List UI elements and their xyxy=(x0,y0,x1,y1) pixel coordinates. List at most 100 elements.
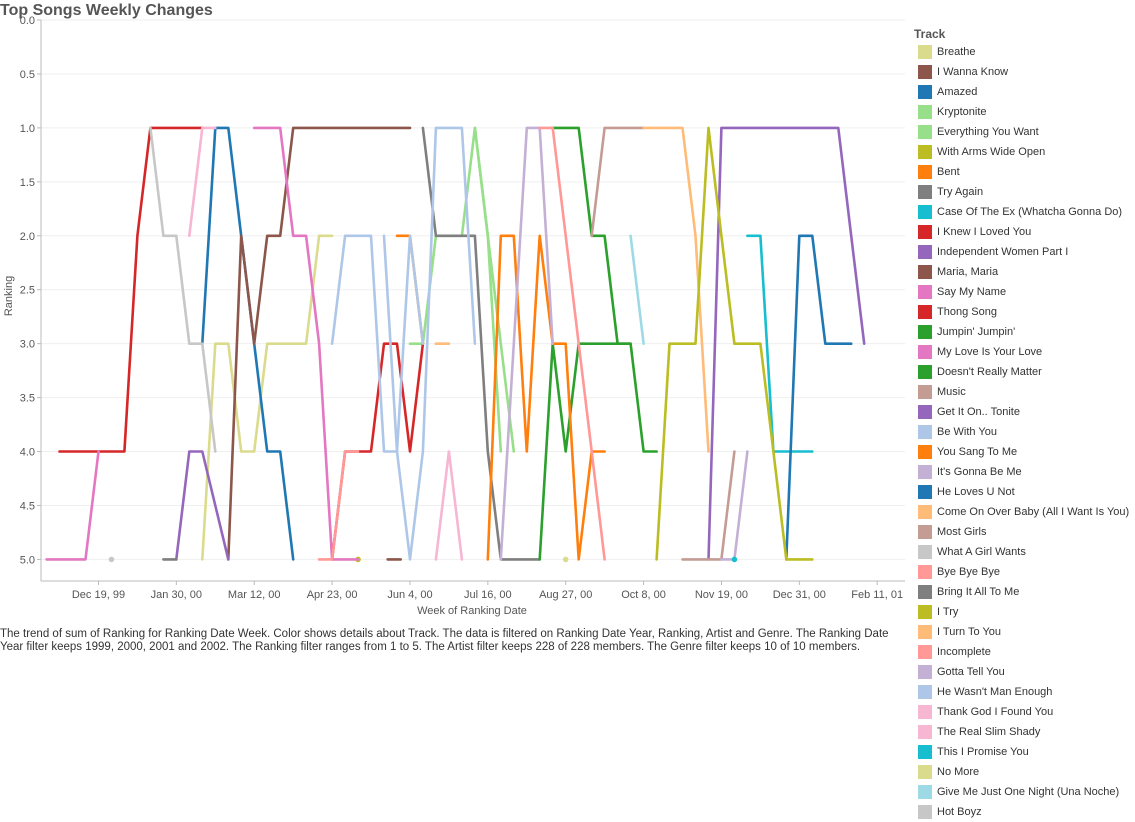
series-line[interactable] xyxy=(746,234,814,453)
series-line[interactable] xyxy=(58,126,204,453)
legend-item[interactable]: Bent xyxy=(914,162,1135,182)
series-line[interactable] xyxy=(201,234,334,561)
legend-item[interactable]: Maria, Maria xyxy=(914,262,1135,282)
legend-item[interactable]: Gotta Tell You xyxy=(914,662,1135,682)
series-line[interactable] xyxy=(330,126,477,561)
series-line[interactable] xyxy=(655,126,814,561)
series-line[interactable] xyxy=(175,450,230,561)
series-try-again[interactable] xyxy=(421,126,542,561)
series-line[interactable] xyxy=(538,126,606,561)
series-line[interactable] xyxy=(629,234,645,346)
series-line[interactable] xyxy=(188,126,217,238)
series-i-knew-i-loved-you[interactable] xyxy=(58,126,204,453)
legend-item[interactable]: Breathe xyxy=(914,42,1135,62)
legend-item[interactable]: He Loves U Not xyxy=(914,482,1135,502)
series-line[interactable] xyxy=(252,126,360,561)
series-line[interactable] xyxy=(434,450,464,561)
legend-item[interactable]: He Wasn't Man Enough xyxy=(914,682,1135,702)
x-tick-label: Jan 30, 00 xyxy=(151,589,202,601)
legend-item[interactable]: Try Again xyxy=(914,182,1135,202)
legend-item[interactable]: It's Gonna Be Me xyxy=(914,462,1135,482)
legend-item[interactable]: Thong Song xyxy=(914,302,1135,322)
series-line[interactable] xyxy=(707,126,866,561)
series-thank-god-i-found-you[interactable] xyxy=(188,126,217,238)
series-most-girls[interactable] xyxy=(681,450,736,561)
series-line[interactable] xyxy=(317,450,360,561)
series-maria-maria[interactable] xyxy=(227,126,412,561)
series-line[interactable] xyxy=(45,450,100,561)
series-line[interactable] xyxy=(227,126,412,561)
legend-item[interactable]: You Sang To Me xyxy=(914,442,1135,462)
series-it-s-gonna-be-me[interactable] xyxy=(499,126,555,561)
legend-item[interactable]: Case Of The Ex (Whatcha Gonna Do) xyxy=(914,202,1135,222)
series-the-real-slim-shady[interactable] xyxy=(434,450,464,561)
legend-item[interactable]: Music xyxy=(914,382,1135,402)
legend-item[interactable]: Amazed xyxy=(914,82,1135,102)
data-point[interactable] xyxy=(731,556,738,563)
series-bye-bye-bye[interactable] xyxy=(317,450,360,561)
legend-item[interactable]: Say My Name xyxy=(914,282,1135,302)
series-incomplete[interactable] xyxy=(538,126,606,561)
legend-item[interactable]: Hot Boyz xyxy=(914,802,1135,822)
legend-item[interactable]: Kryptonite xyxy=(914,102,1135,122)
series-everything-you-want[interactable] xyxy=(473,126,503,453)
legend-item[interactable]: I Knew I Loved You xyxy=(914,222,1135,242)
legend-item[interactable]: Independent Women Part I xyxy=(914,242,1135,262)
series-line[interactable] xyxy=(149,126,217,453)
legend-item[interactable]: The Real Slim Shady xyxy=(914,722,1135,742)
legend-item[interactable]: Most Girls xyxy=(914,522,1135,542)
data-point[interactable] xyxy=(108,556,115,563)
series-get-it-on-tonite[interactable] xyxy=(175,450,230,561)
legend-item[interactable]: Incomplete xyxy=(914,642,1135,662)
legend-item[interactable]: Bring It All To Me xyxy=(914,582,1135,602)
series-he-wasn-t-man-enough[interactable] xyxy=(382,234,425,453)
series-he-loves-u-not[interactable] xyxy=(784,234,853,561)
series-line[interactable] xyxy=(681,450,736,561)
series-breathe[interactable] xyxy=(201,234,334,561)
legend-item[interactable]: I Turn To You xyxy=(914,622,1135,642)
series-line[interactable] xyxy=(486,234,606,561)
series-jumpin-jumpin[interactable] xyxy=(538,342,658,561)
series-this-i-promise-you[interactable] xyxy=(731,556,738,563)
legend-item[interactable]: I Wanna Know xyxy=(914,62,1135,82)
series-line[interactable] xyxy=(473,126,503,453)
legend-item[interactable]: With Arms Wide Open xyxy=(914,142,1135,162)
series-my-love-is-your-love[interactable] xyxy=(45,450,100,561)
series-line[interactable] xyxy=(590,126,645,238)
legend-item[interactable]: My Love Is Your Love xyxy=(914,342,1135,362)
legend-item[interactable]: Get It On.. Tonite xyxy=(914,402,1135,422)
legend-item[interactable]: Everything You Want xyxy=(914,122,1135,142)
series-come-on-over-baby-all-i-want-is-you[interactable] xyxy=(642,126,710,453)
series-line[interactable] xyxy=(642,126,710,453)
legend-item[interactable]: No More xyxy=(914,762,1135,782)
series-independent-women-part-i[interactable] xyxy=(707,126,866,561)
legend-item[interactable]: Doesn't Really Matter xyxy=(914,362,1135,382)
series-line[interactable] xyxy=(382,234,425,453)
legend-item[interactable]: Jumpin' Jumpin' xyxy=(914,322,1135,342)
series-what-a-girl-wants[interactable] xyxy=(149,126,217,453)
legend-item[interactable]: Give Me Just One Night (Una Noche) xyxy=(914,782,1135,802)
series-line[interactable] xyxy=(421,126,542,561)
series-give-me-just-one-night-una-noche[interactable] xyxy=(629,234,645,346)
series-case-of-the-ex-whatcha-gonna-do[interactable] xyxy=(746,234,814,453)
line-chart[interactable]: 0.0 0.5 1.0 1.5 2.0 2.5 3.0 3.5 4.0 4.5 5.0 Dec 19… xyxy=(0,0,905,625)
data-point[interactable] xyxy=(562,556,569,563)
legend-item[interactable]: Bye Bye Bye xyxy=(914,562,1135,582)
series-line[interactable] xyxy=(499,126,555,561)
series-you-sang-to-me[interactable] xyxy=(486,234,606,561)
series-line[interactable] xyxy=(784,234,853,561)
legend-item[interactable]: Thank God I Found You xyxy=(914,702,1135,722)
series-layer[interactable] xyxy=(45,126,866,563)
series-line[interactable] xyxy=(538,342,658,561)
legend-item[interactable]: Come On Over Baby (All I Want Is You) xyxy=(914,502,1135,522)
series-say-my-name[interactable] xyxy=(252,126,360,561)
legend-item[interactable]: What A Girl Wants xyxy=(914,542,1135,562)
legend-item[interactable]: This I Promise You xyxy=(914,742,1135,762)
legend-item[interactable]: Be With You xyxy=(914,422,1135,442)
series-music[interactable] xyxy=(590,126,645,238)
series-hot-boyz[interactable] xyxy=(108,556,115,563)
series-be-with-you[interactable] xyxy=(330,126,477,561)
series-no-more[interactable] xyxy=(562,556,569,563)
legend-item[interactable]: I Try xyxy=(914,602,1135,622)
series-i-try[interactable] xyxy=(655,126,814,561)
